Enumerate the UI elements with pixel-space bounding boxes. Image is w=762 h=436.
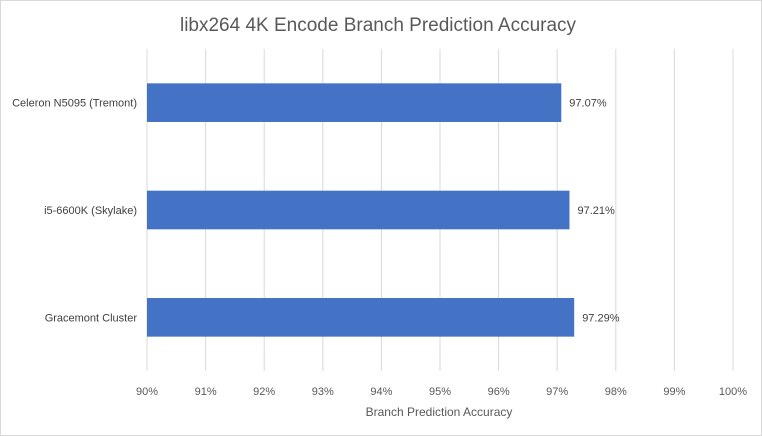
x-axis-title: Branch Prediction Accuracy bbox=[366, 405, 513, 419]
data-label: 97.07% bbox=[569, 98, 607, 110]
x-tick-label: 90% bbox=[136, 386, 158, 398]
data-labels: 97.07% 97.21% 97.29% bbox=[569, 98, 619, 325]
category-label: Celeron N5095 (Tremont) bbox=[12, 98, 137, 110]
bars bbox=[147, 83, 575, 337]
chart-title: libx264 4K Encode Branch Prediction Accu… bbox=[180, 15, 577, 36]
data-label: 97.29% bbox=[582, 312, 620, 324]
category-labels: Celeron N5095 (Tremont) i5-6600K (Skylake… bbox=[12, 98, 137, 325]
category-label: Gracemont Cluster bbox=[45, 312, 138, 324]
x-tick-label: 100% bbox=[719, 386, 747, 398]
x-tick-label: 96% bbox=[488, 386, 510, 398]
x-tick-label: 99% bbox=[663, 386, 685, 398]
category-label: i5-6600K (Skylake) bbox=[44, 205, 137, 217]
x-tick-label: 93% bbox=[312, 386, 334, 398]
x-tick-label: 95% bbox=[429, 386, 451, 398]
bar-0 bbox=[147, 83, 562, 122]
bar-1 bbox=[147, 190, 570, 230]
x-tick-labels: 90% 91% 92% 93% 94% 95% 96% 97% 98% 99% 100% bbox=[136, 386, 747, 398]
bar-2 bbox=[147, 298, 575, 337]
x-tick-label: 91% bbox=[195, 386, 217, 398]
x-tick-label: 92% bbox=[253, 386, 275, 398]
data-label: 97.21% bbox=[578, 205, 616, 217]
x-tick-label: 98% bbox=[605, 386, 627, 398]
x-tick-label: 97% bbox=[546, 386, 568, 398]
x-tick-label: 94% bbox=[370, 386, 392, 398]
